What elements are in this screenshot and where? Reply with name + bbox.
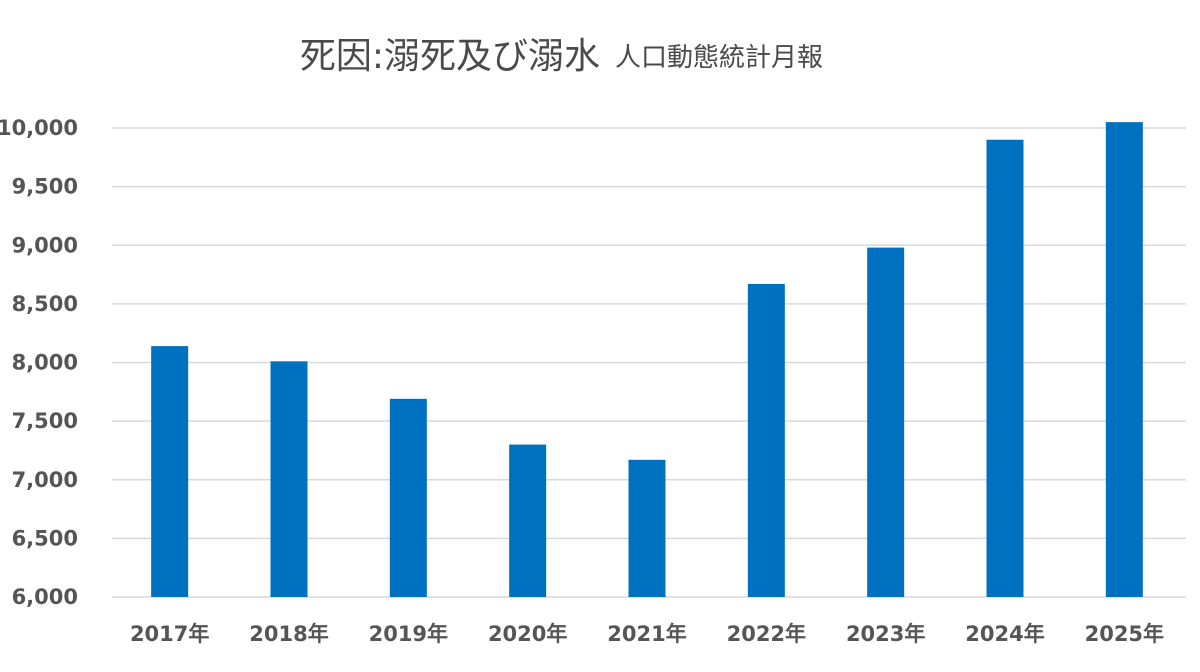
y-tick-label: 7,000 [12, 468, 78, 492]
bar [1105, 122, 1143, 597]
bar [270, 361, 308, 597]
y-tick-label: 6,500 [12, 526, 78, 550]
x-tick-label: 2018年 [249, 622, 328, 646]
y-tick-label: 10,000 [0, 116, 78, 140]
y-tick-label: 8,000 [12, 351, 78, 375]
x-tick-label: 2024年 [965, 622, 1044, 646]
x-tick-label: 2023年 [846, 622, 925, 646]
bar [628, 459, 666, 597]
bar [389, 398, 427, 597]
bar [747, 283, 785, 597]
y-tick-label: 8,500 [12, 292, 78, 316]
y-tick-label: 9,000 [12, 233, 78, 257]
chart-subtitle: 人口動態統計月報 [615, 43, 823, 73]
y-tick-label: 9,500 [12, 175, 78, 199]
y-tick-label: 6,000 [12, 585, 78, 609]
x-tick-label: 2020年 [488, 622, 567, 646]
bar [986, 139, 1024, 597]
y-axis-tick-labels: 6,000 6,500 7,000 7,500 8,000 8,500 9,000 9,500… [0, 116, 78, 609]
bars [151, 122, 1143, 597]
x-tick-label: 2025年 [1085, 622, 1164, 646]
x-tick-label: 2017年 [130, 622, 209, 646]
bar [151, 346, 189, 597]
x-tick-label: 2021年 [607, 622, 686, 646]
x-tick-label: 2022年 [727, 622, 806, 646]
chart-title: 死因:溺死及び溺水 [300, 36, 600, 77]
bar [509, 444, 547, 597]
y-tick-label: 7,500 [12, 409, 78, 433]
bar [867, 247, 905, 597]
x-axis-tick-labels: 2017年 2018年 2019年 2020年 2021年 2022年 2023年 2024年… [130, 622, 1164, 646]
x-tick-label: 2019年 [369, 622, 448, 646]
